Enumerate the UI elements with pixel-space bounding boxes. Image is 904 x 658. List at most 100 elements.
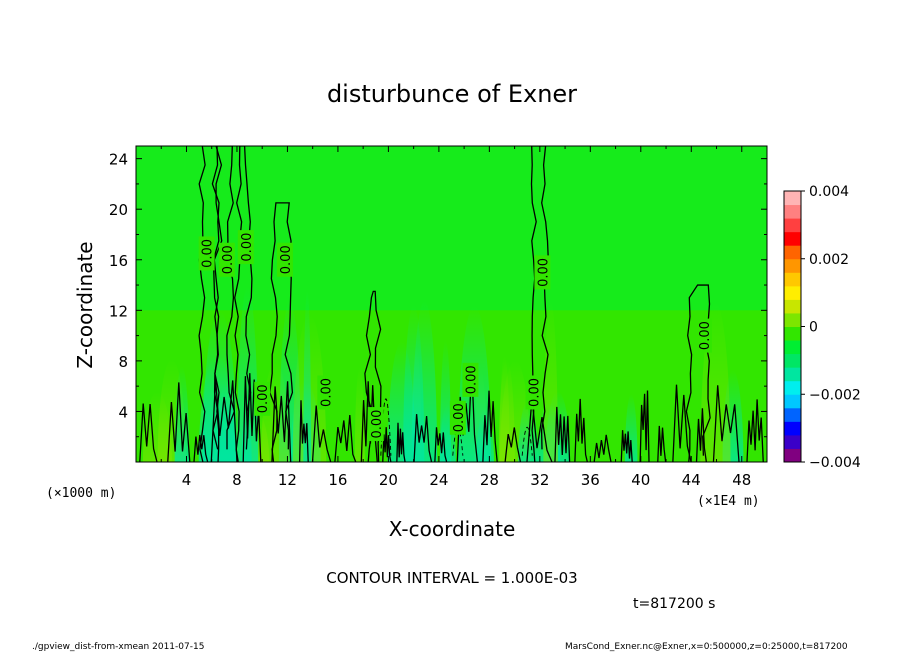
x-tick-label: 48 — [732, 471, 751, 489]
colorbar-segment — [784, 434, 801, 449]
x-tick-label: 16 — [328, 471, 347, 489]
contour-line — [554, 406, 571, 462]
contour-line — [334, 415, 357, 462]
x-unit-left: (×1000 m) — [46, 486, 116, 501]
contour-label: 0.00 — [528, 378, 543, 407]
colorbar-segment — [784, 380, 801, 395]
contour-label: 0.00 — [536, 258, 551, 287]
x-tick-label: 32 — [530, 471, 549, 489]
contour-line — [593, 434, 612, 462]
contour-line — [482, 390, 498, 462]
field-patch — [499, 355, 510, 462]
y-axis: 4 8 12 16 20 24 — [109, 151, 767, 438]
contour-line — [639, 390, 650, 462]
contour-line — [746, 399, 764, 462]
colorbar-segment — [784, 285, 801, 300]
x-tick-label: 24 — [429, 471, 448, 489]
contour-label: 0.00 — [370, 410, 385, 439]
contour-line — [504, 427, 522, 462]
x-unit-right: (×1E4 m) — [697, 494, 760, 509]
contour-label: 0.00 — [201, 239, 216, 268]
colorbar-segment — [784, 272, 801, 287]
contour-line — [139, 403, 158, 462]
y-tick-label: 20 — [109, 201, 128, 219]
contour-line — [620, 430, 633, 462]
colorbar: 0.004 0.002 0 −0.002 −0.004 — [783, 184, 861, 471]
colorbar-segment — [784, 231, 801, 246]
x-tick-label: 28 — [480, 471, 499, 489]
x-tick-label: 36 — [581, 471, 600, 489]
y-tick-label: 12 — [109, 302, 128, 320]
time-text: t=817200 s — [633, 596, 715, 612]
colorbar-segment — [784, 312, 801, 327]
contour-label-bg — [695, 318, 712, 353]
contour-label: 0.00 — [279, 245, 294, 274]
x-tick-label: 4 — [182, 471, 192, 489]
field-patch — [543, 301, 558, 462]
contour-line-negative — [521, 427, 533, 456]
contour-line — [657, 425, 667, 462]
contour-line — [167, 382, 191, 462]
y-tick-label: 16 — [109, 252, 128, 270]
x-tick-label: 44 — [682, 471, 701, 489]
contour-interval-text: CONTOUR INTERVAL = 1.000E-03 — [326, 569, 577, 587]
contour-line-tall — [530, 146, 549, 462]
contour-line — [695, 408, 708, 462]
contour-label: 0.00 — [452, 403, 467, 432]
contour-label: 0.00 — [464, 365, 479, 394]
contour-line — [413, 414, 433, 462]
contour-line — [271, 381, 292, 462]
contour-label-bg — [462, 362, 479, 397]
contour-line — [382, 427, 392, 462]
plot-frame — [135, 145, 768, 463]
contour-line — [298, 400, 309, 462]
contour-label-bg — [237, 230, 254, 265]
colorbar-tick-label: 0.002 — [809, 252, 849, 268]
contour-label-bg — [449, 400, 466, 435]
contour-label-bg — [218, 242, 235, 277]
contour-line — [311, 405, 332, 462]
contour-label: 0.00 — [240, 233, 255, 262]
x-axis: 4 8 12 16 20 24 28 32 36 40 44 48 — [160, 146, 751, 489]
colorbar-tick-label: 0 — [809, 320, 818, 336]
contour-line — [434, 427, 448, 462]
footer-left: ./gpview_dist-from-xmean 2011-07-15 — [32, 642, 205, 652]
contour-line-tall — [234, 146, 253, 462]
contour-line-tall — [685, 284, 711, 462]
field-patch — [624, 394, 638, 462]
colorbar-tick-label: −0.002 — [809, 387, 861, 403]
colorbar-segment — [784, 340, 801, 355]
contour-label-bg — [254, 381, 271, 416]
contour-line — [574, 398, 588, 462]
colorbar-segment — [784, 258, 801, 273]
y-tick-label: 24 — [109, 151, 128, 169]
field-patch — [303, 290, 312, 462]
colorbar-segment — [784, 299, 801, 314]
colorbar-segment — [784, 367, 801, 382]
colorbar-tick-label: −0.004 — [809, 455, 861, 471]
colorbar-segment — [784, 204, 801, 219]
colorbar-segment — [784, 326, 801, 341]
contour-line-tall — [213, 146, 236, 462]
colorbar-segment — [784, 421, 801, 436]
contour-label-bg — [276, 242, 293, 277]
colorbar-segment — [784, 394, 801, 409]
contour-label: 0.00 — [221, 245, 236, 274]
contour-label: 0.00 — [698, 321, 713, 350]
contour-label: 0.00 — [256, 384, 271, 413]
colorbar-segment — [784, 191, 801, 206]
x-tick-label: 12 — [278, 471, 297, 489]
contour-label: 0.00 — [319, 378, 334, 407]
colorbar-tick-label: 0.004 — [809, 184, 849, 200]
x-tick-label: 8 — [232, 471, 242, 489]
colorbar-segment — [784, 218, 801, 233]
footer-right: MarsCond_Exner.nc@Exner,x=0:500000,z=0:2… — [565, 642, 848, 652]
x-tick-label: 40 — [631, 471, 650, 489]
contour-label-bg — [534, 255, 551, 290]
colorbar-segment — [784, 407, 801, 422]
contour-label-bg — [367, 407, 384, 442]
field-patch — [411, 301, 438, 462]
y-tick-label: 8 — [118, 353, 128, 371]
contour-line — [712, 385, 740, 462]
